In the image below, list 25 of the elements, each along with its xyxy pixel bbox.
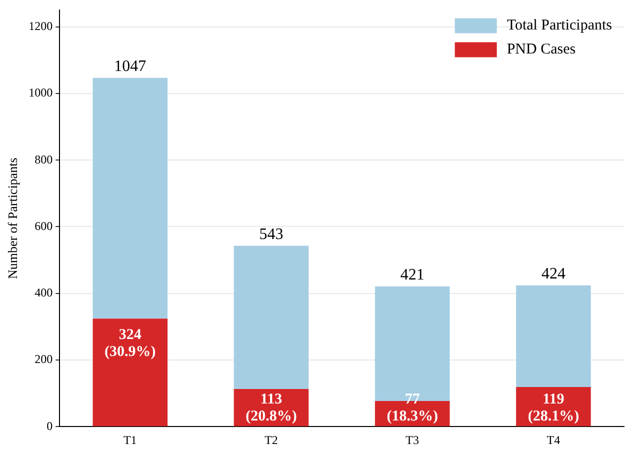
x-tick-label: T1 xyxy=(123,432,137,447)
bar xyxy=(234,246,309,389)
y-tick-label: 1000 xyxy=(28,86,53,100)
data-label: 113 (20.8%) xyxy=(246,392,297,425)
x-tick-label: T4 xyxy=(546,432,560,447)
total-label: 421 xyxy=(400,266,424,284)
legend-label: Total Participants xyxy=(506,18,612,34)
total-label: 543 xyxy=(259,226,284,243)
x-tick-label: T2 xyxy=(264,432,278,447)
bar xyxy=(516,285,591,387)
y-tick-label: 400 xyxy=(34,286,53,300)
x-tick-label: T3 xyxy=(406,432,420,447)
data-label: 324 (30.9%) xyxy=(104,327,156,360)
y-tick-label: 1200 xyxy=(28,19,53,34)
data-label: 119 (28.1%) xyxy=(528,392,580,425)
y-tick-label: 600 xyxy=(34,218,53,233)
total-label: 1047 xyxy=(114,58,146,76)
y-axis-title: Number of Participants xyxy=(5,158,20,280)
y-tick-label: 800 xyxy=(34,152,53,166)
total-label: 424 xyxy=(541,266,566,283)
y-tick-label: 200 xyxy=(34,352,53,366)
bar xyxy=(92,78,168,319)
legend-label: PND Cases xyxy=(506,42,576,58)
bar xyxy=(92,318,168,426)
y-tick-label: 0 xyxy=(46,418,53,433)
